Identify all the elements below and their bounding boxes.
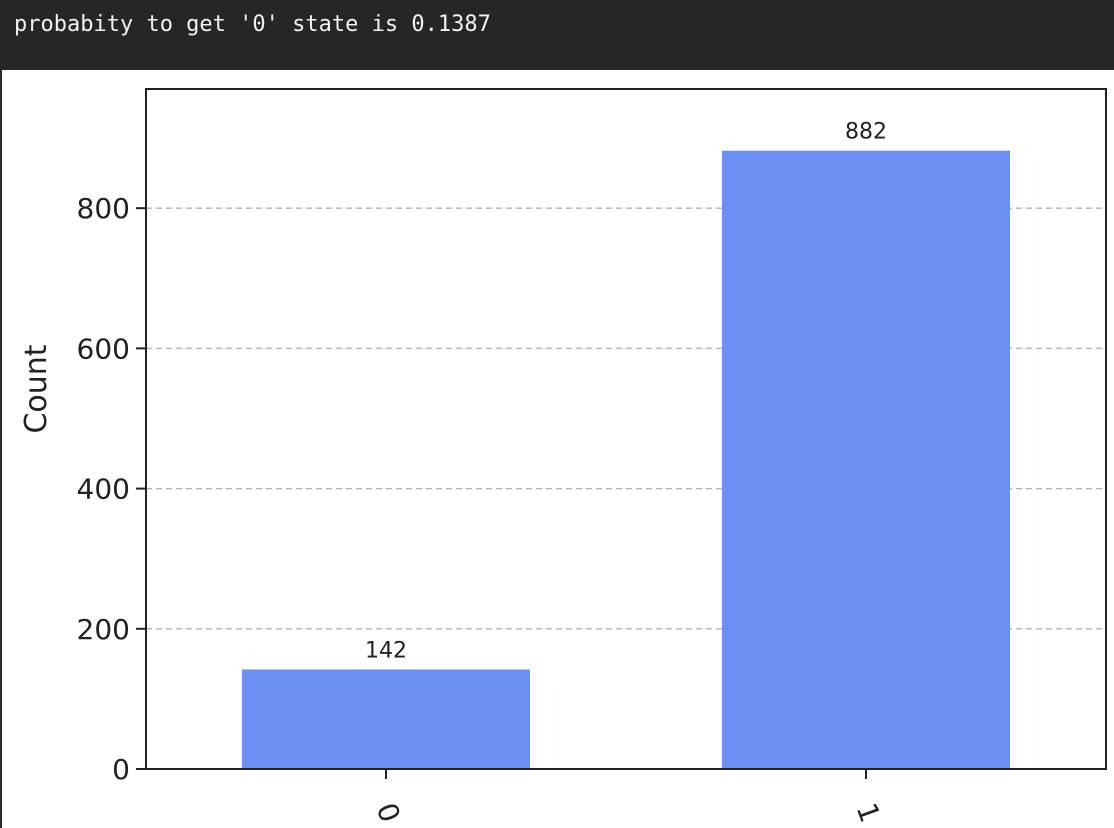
data-label-0: 142 <box>365 638 407 663</box>
y-tick-label: 600 <box>77 332 130 365</box>
x-tick-label-1: 1 <box>850 799 887 827</box>
bar-1 <box>722 150 1010 769</box>
y-axis-label: Count <box>19 344 54 433</box>
data-labels: 142 882 <box>365 120 887 664</box>
plot-frame <box>145 88 1107 770</box>
cell-output-area: probabity to get '0' state is 0.1387 <box>0 0 1114 70</box>
cell-output-text: probabity to get '0' state is 0.1387 <box>14 12 491 37</box>
y-axis-ticks: 0 200 400 600 800 <box>77 192 146 786</box>
y-tick-label: 200 <box>77 613 130 646</box>
data-label-1: 882 <box>845 120 887 145</box>
bar-0 <box>242 669 530 769</box>
y-tick-label: 400 <box>77 473 130 506</box>
y-tick-label: 0 <box>112 753 130 786</box>
x-tick-label-0: 0 <box>370 799 407 827</box>
bars <box>242 150 1010 769</box>
y-tick-label: 800 <box>77 192 130 225</box>
